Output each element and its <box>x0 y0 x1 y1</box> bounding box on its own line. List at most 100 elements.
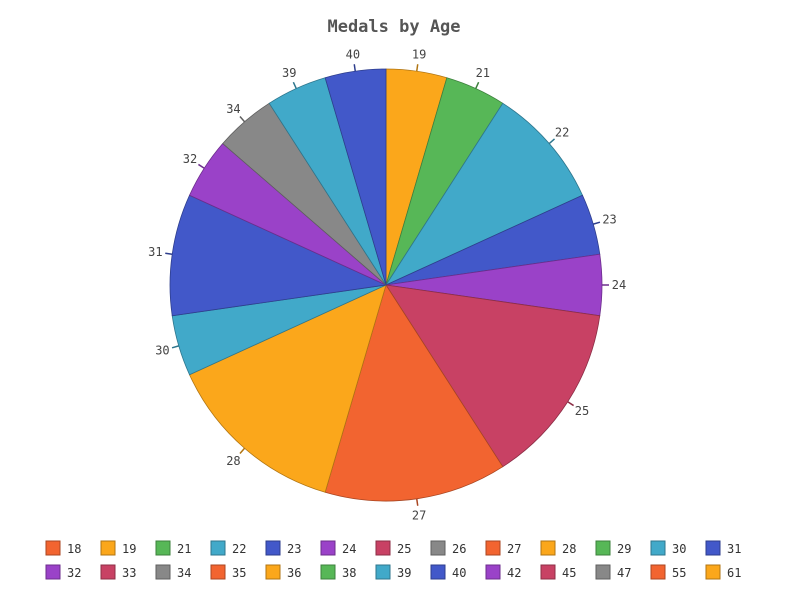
pie-slices <box>169 68 603 502</box>
legend: 18 19 21 22 23 24 25 26 27 28 29 30 31 32 33 34 35 36 38 39… <box>45 540 741 580</box>
legend-item-38[interactable]: 38 <box>320 564 356 580</box>
legend-swatch-28 <box>540 540 556 556</box>
legend-item-23[interactable]: 23 <box>265 540 301 556</box>
chart-title: Medals by Age <box>327 17 460 37</box>
pie-slice-31 <box>169 194 388 317</box>
legend-swatch-18 <box>45 540 61 556</box>
slice-label-22: 22 <box>555 125 569 139</box>
legend-swatch-24 <box>320 540 336 556</box>
legend-label-33: 33 <box>122 566 136 580</box>
legend-label-26: 26 <box>452 542 466 556</box>
legend-label-34: 34 <box>177 566 191 580</box>
legend-item-21[interactable]: 21 <box>155 540 191 556</box>
legend-item-40[interactable]: 40 <box>430 564 466 580</box>
slice-tick-25 <box>567 401 575 407</box>
slice-label-39: 39 <box>282 66 296 80</box>
legend-swatch-36 <box>265 564 281 580</box>
legend-item-34[interactable]: 34 <box>155 564 191 580</box>
legend-item-29[interactable]: 29 <box>595 540 631 556</box>
legend-item-31[interactable]: 31 <box>705 540 741 556</box>
legend-item-32[interactable]: 32 <box>45 564 81 580</box>
legend-item-61[interactable]: 61 <box>705 564 741 580</box>
legend-label-18: 18 <box>67 542 81 556</box>
legend-item-19[interactable]: 19 <box>100 540 136 556</box>
legend-swatch-35 <box>210 564 226 580</box>
slice-label-25: 25 <box>575 404 589 418</box>
pie-slice-25 <box>385 284 601 468</box>
legend-item-36[interactable]: 36 <box>265 564 301 580</box>
legend-swatch-32 <box>45 564 61 580</box>
slice-label-32: 32 <box>183 152 197 166</box>
legend-item-27[interactable]: 27 <box>485 540 521 556</box>
legend-item-24[interactable]: 24 <box>320 540 356 556</box>
slice-tick-30 <box>171 345 179 349</box>
legend-item-45[interactable]: 45 <box>540 564 576 580</box>
legend-label-61: 61 <box>727 566 741 580</box>
legend-item-33[interactable]: 33 <box>100 564 136 580</box>
legend-item-26[interactable]: 26 <box>430 540 466 556</box>
legend-label-29: 29 <box>617 542 631 556</box>
slice-label-31: 31 <box>148 245 162 259</box>
legend-item-55[interactable]: 55 <box>650 564 686 580</box>
legend-swatch-26 <box>430 540 446 556</box>
legend-item-35[interactable]: 35 <box>210 564 246 580</box>
legend-label-42: 42 <box>507 566 521 580</box>
legend-label-22: 22 <box>232 542 246 556</box>
legend-label-36: 36 <box>287 566 301 580</box>
legend-label-19: 19 <box>122 542 136 556</box>
legend-swatch-22 <box>210 540 226 556</box>
slice-tick-40 <box>353 64 357 72</box>
slice-label-30: 30 <box>155 344 169 358</box>
slice-tick-27 <box>415 498 419 506</box>
legend-label-24: 24 <box>342 542 356 556</box>
slice-tick-21 <box>475 81 480 89</box>
slice-tick-28 <box>239 447 246 455</box>
legend-swatch-47 <box>595 564 611 580</box>
legend-swatch-33 <box>100 564 116 580</box>
legend-label-55: 55 <box>672 566 686 580</box>
legend-label-31: 31 <box>727 542 741 556</box>
legend-label-21: 21 <box>177 542 191 556</box>
slice-tick-39 <box>292 81 297 89</box>
legend-label-40: 40 <box>452 566 466 580</box>
legend-item-47[interactable]: 47 <box>595 564 631 580</box>
legend-swatch-27 <box>485 540 501 556</box>
slice-label-40: 40 <box>346 47 360 61</box>
slice-label-23: 23 <box>602 212 616 226</box>
legend-label-30: 30 <box>672 542 686 556</box>
slice-label-21: 21 <box>476 66 490 80</box>
legend-item-30[interactable]: 30 <box>650 540 686 556</box>
legend-swatch-25 <box>375 540 391 556</box>
legend-label-27: 27 <box>507 542 521 556</box>
slice-label-28: 28 <box>226 454 240 468</box>
legend-swatch-61 <box>705 564 721 580</box>
slice-tick-23 <box>593 221 601 225</box>
legend-swatch-31 <box>705 540 721 556</box>
legend-swatch-55 <box>650 564 666 580</box>
legend-label-25: 25 <box>397 542 411 556</box>
legend-item-39[interactable]: 39 <box>375 564 411 580</box>
legend-item-42[interactable]: 42 <box>485 564 521 580</box>
legend-swatch-38 <box>320 564 336 580</box>
legend-label-35: 35 <box>232 566 246 580</box>
legend-item-28[interactable]: 28 <box>540 540 576 556</box>
legend-label-38: 38 <box>342 566 356 580</box>
slice-tick-32 <box>197 163 205 169</box>
legend-item-25[interactable]: 25 <box>375 540 411 556</box>
legend-swatch-34 <box>155 564 171 580</box>
legend-swatch-21 <box>155 540 171 556</box>
legend-swatch-30 <box>650 540 666 556</box>
legend-swatch-39 <box>375 564 391 580</box>
legend-item-18[interactable]: 18 <box>45 540 81 556</box>
slice-label-24: 24 <box>612 278 626 292</box>
legend-label-45: 45 <box>562 566 576 580</box>
slice-label-27: 27 <box>412 509 426 523</box>
legend-label-28: 28 <box>562 542 576 556</box>
legend-item-22[interactable]: 22 <box>210 540 246 556</box>
slice-tick-34 <box>239 115 246 123</box>
slice-label-34: 34 <box>226 102 240 116</box>
pie-slice-22 <box>384 102 584 286</box>
legend-swatch-29 <box>595 540 611 556</box>
legend-label-39: 39 <box>397 566 411 580</box>
